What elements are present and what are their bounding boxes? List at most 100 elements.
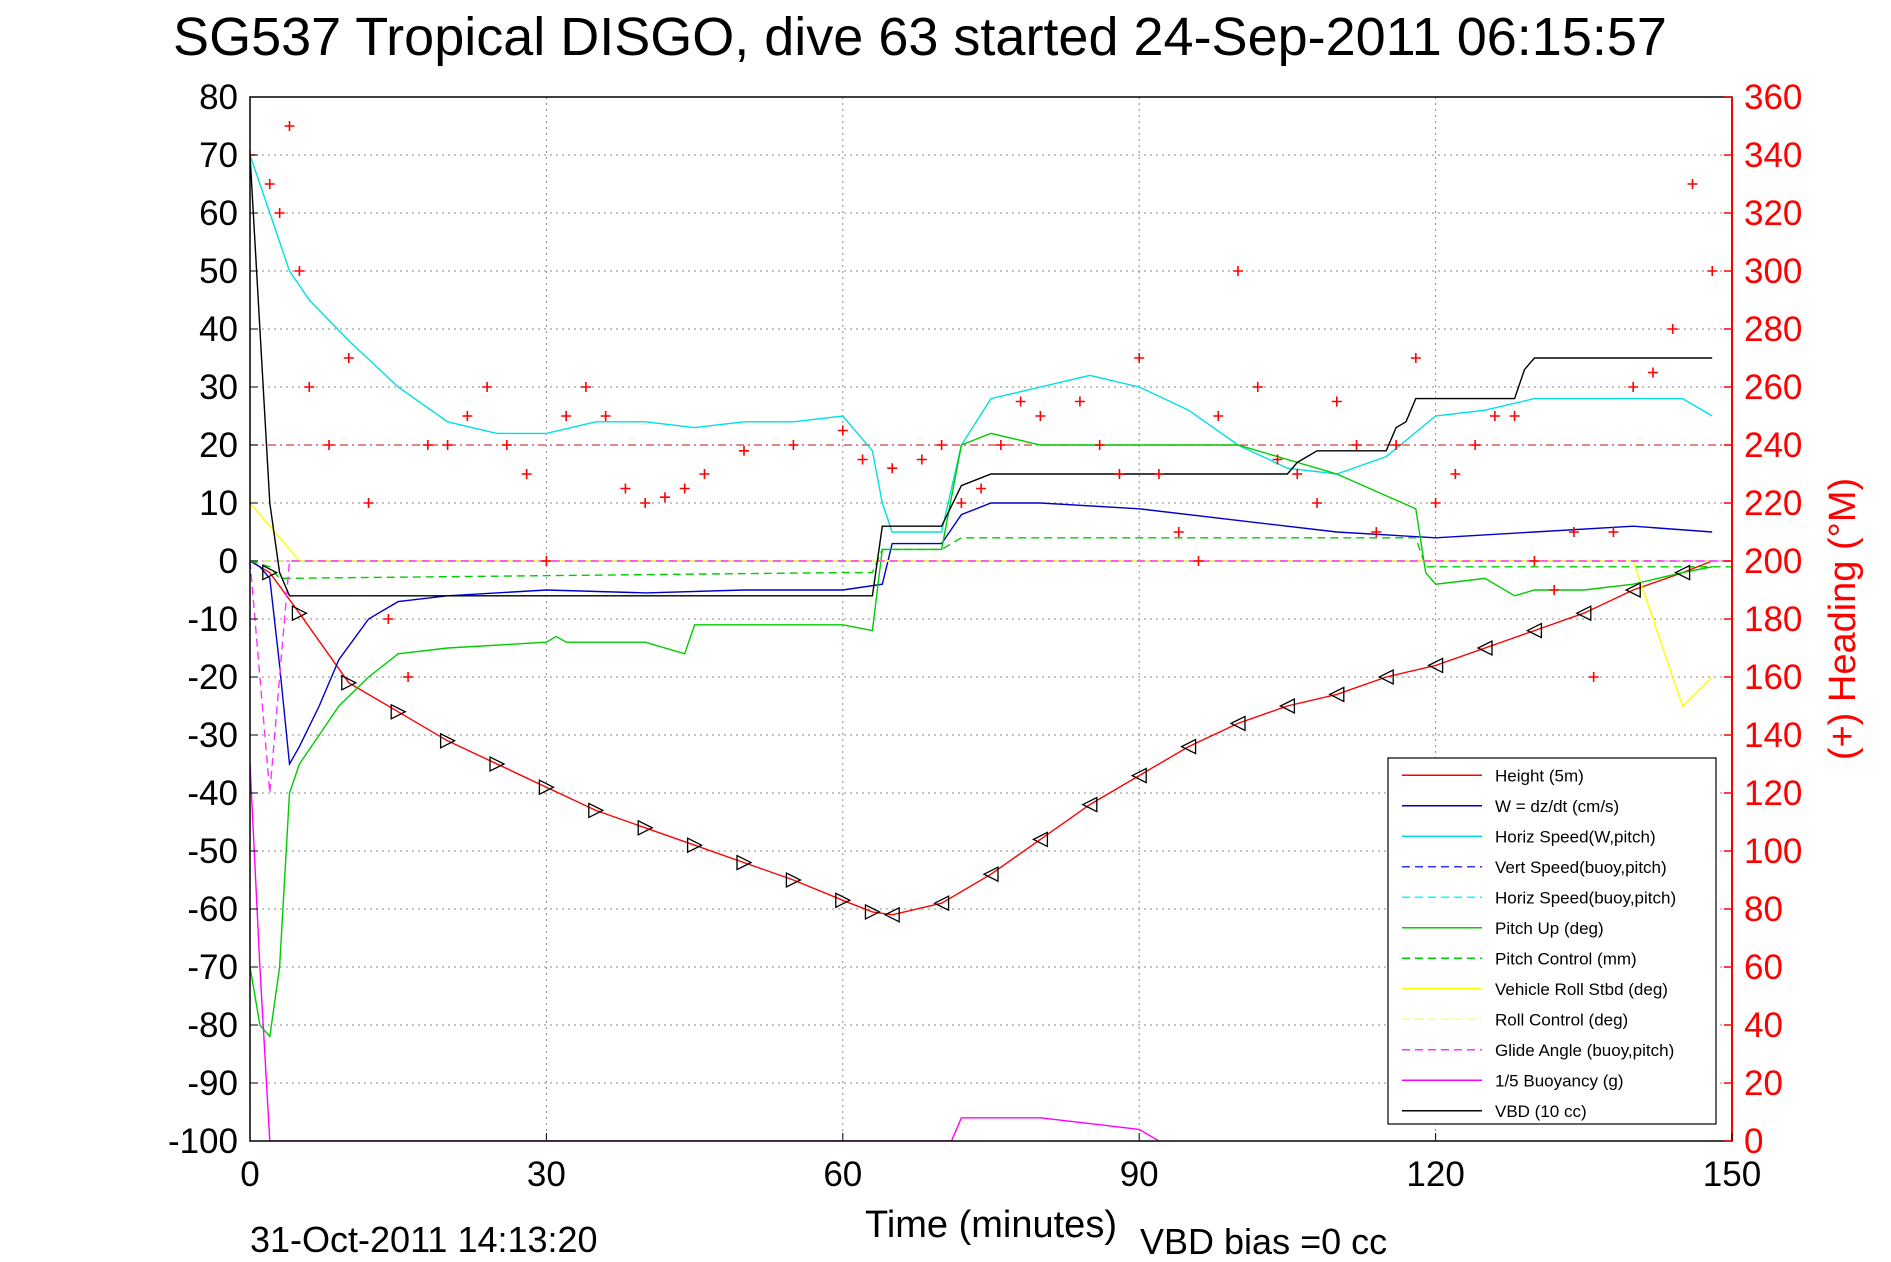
height-marker — [835, 892, 852, 909]
heading-point — [976, 483, 987, 494]
y-axis-left: 80 70 60 50 40 30 20 10 0 -10 -20 -30 -40 -50 -60 -70 -8… — [168, 78, 258, 1161]
heading-point — [887, 463, 898, 474]
heading-point — [916, 454, 927, 465]
heading-point — [1233, 266, 1243, 276]
heading-point — [739, 445, 749, 456]
heading-point — [1568, 527, 1579, 537]
legend-box — [1387, 757, 1717, 1125]
height-marker — [1674, 564, 1691, 581]
heading-point — [699, 469, 710, 479]
height-marker — [785, 871, 802, 889]
legend: Height (5m) W = dz/dt (cm/s) Horiz Speed(W… — [1387, 757, 1717, 1125]
heading-point — [1272, 454, 1283, 465]
heading-point — [462, 411, 473, 421]
heading-point — [501, 440, 512, 450]
heading-point — [1549, 585, 1560, 595]
height-marker — [637, 819, 654, 836]
heading-point — [640, 498, 651, 508]
heading-point — [1015, 396, 1026, 407]
series-line-pitch-control-mm — [250, 537, 1732, 580]
y-tick-label: -30 — [187, 716, 238, 755]
heading-point — [383, 614, 394, 624]
height-marker — [1278, 697, 1296, 715]
height-marker — [982, 866, 999, 883]
heading-point — [1430, 498, 1441, 508]
y-axis-right: 3603403203002802602402202001801601401201… — [1724, 78, 1802, 1161]
y-right-tick-label: 100 — [1744, 832, 1802, 871]
height-marker — [1031, 831, 1049, 848]
heading-point — [403, 672, 414, 682]
heading-point — [600, 411, 611, 421]
legend-label: Roll Control (deg) — [1495, 1010, 1628, 1029]
y-right-tick-label: 0 — [1744, 1122, 1763, 1161]
height-marker — [1624, 581, 1641, 599]
y-tick-label: -70 — [187, 948, 238, 987]
heading-point — [1707, 266, 1718, 276]
heading-point — [936, 440, 947, 450]
heading-point — [1588, 672, 1599, 682]
y-tick-label: -80 — [187, 1006, 238, 1045]
height-marker — [538, 779, 555, 796]
heading-point — [324, 440, 335, 450]
heading-point — [343, 353, 354, 363]
heading-point — [1489, 411, 1500, 421]
y-right-tick-label: 340 — [1744, 136, 1802, 175]
y-right-tick-label: 320 — [1744, 194, 1802, 233]
height-marker — [291, 605, 308, 622]
heading-point — [837, 425, 848, 436]
y-right-tick-label: 300 — [1744, 252, 1802, 291]
heading-point — [1114, 469, 1125, 479]
height-marker — [1575, 605, 1592, 622]
height-marker — [736, 854, 753, 871]
y-tick-label: 60 — [199, 194, 238, 233]
heading-point — [1134, 353, 1145, 363]
heading-point — [442, 440, 453, 450]
x-tick-label: 60 — [823, 1155, 862, 1194]
height-marker — [1377, 668, 1394, 686]
heading-point — [788, 440, 799, 450]
heading-point — [482, 382, 493, 392]
height-marker — [588, 802, 605, 819]
x-tick-label: 0 — [240, 1155, 259, 1194]
y-tick-label: -50 — [187, 832, 238, 871]
heading-point — [284, 121, 295, 131]
heading-point — [1331, 396, 1342, 407]
y-tick-label: 40 — [199, 310, 238, 349]
y-tick-label: -20 — [187, 658, 238, 697]
height-marker — [341, 674, 358, 691]
heading-point — [857, 454, 868, 465]
heading-point — [1094, 440, 1105, 450]
heading-point — [521, 469, 532, 479]
heading-point — [1252, 382, 1263, 392]
x-tick-label: 120 — [1406, 1155, 1464, 1194]
y-tick-label: 70 — [199, 136, 238, 175]
y-right-tick-label: 200 — [1744, 542, 1802, 581]
legend-label: Pitch Up (deg) — [1495, 919, 1604, 938]
height-marker — [1130, 767, 1147, 784]
legend-label: Vehicle Roll Stbd (deg) — [1495, 980, 1668, 999]
plot-area — [250, 121, 1732, 1141]
heading-point — [995, 440, 1006, 450]
y-tick-label: 20 — [199, 426, 238, 465]
y-tick-label: 0 — [219, 542, 238, 581]
y-right-tick-label: 40 — [1744, 1006, 1783, 1045]
height-marker — [933, 895, 950, 912]
y-tick-label: 30 — [199, 368, 238, 407]
heading-point — [1608, 527, 1619, 537]
y-tick-label: -60 — [187, 890, 238, 929]
heading-point — [1035, 411, 1046, 421]
heading-point — [561, 411, 572, 421]
y-tick-label: -10 — [187, 600, 238, 639]
heading-point — [1312, 498, 1323, 508]
height-marker — [262, 564, 279, 581]
heading-point — [1292, 469, 1303, 479]
height-marker — [1229, 715, 1246, 732]
heading-point — [659, 492, 670, 503]
height-marker — [864, 903, 881, 920]
height-marker — [1476, 639, 1493, 657]
y-right-tick-label: 240 — [1744, 426, 1802, 465]
legend-label: VBD (10 cc) — [1495, 1102, 1587, 1121]
series-line-horiz-speed-w-pitch — [250, 154, 1713, 533]
x-tick-label: 30 — [527, 1155, 566, 1194]
y-tick-label: 80 — [199, 78, 238, 117]
